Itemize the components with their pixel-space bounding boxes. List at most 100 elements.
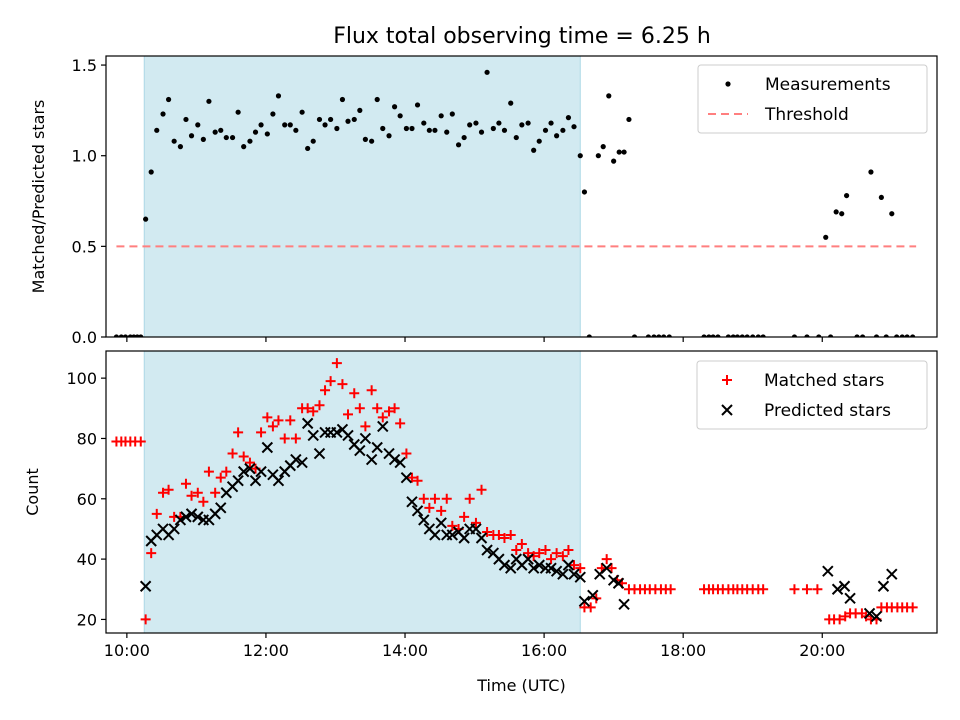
measurement-point [542,127,549,133]
measurement-point [883,334,889,337]
measurement-point [490,125,496,132]
measurement-point [496,120,502,126]
matched-star-point [372,403,383,414]
matched-star-point [210,487,221,498]
matched-star-point [482,526,493,537]
measurement-point [484,69,490,75]
matched-star-point [377,412,388,423]
measurement-point [843,192,850,199]
measurement-point [701,334,707,337]
matched-star-point [606,563,617,574]
matched-star-point [302,403,313,414]
y-tick-label: 0.0 [72,328,97,347]
matched-star-point [464,493,475,504]
predicted-star-point [139,580,152,592]
measurement-point [305,145,311,152]
measurement-point [581,189,588,195]
measurement-point [833,209,839,215]
legend-measurement-swatch [725,81,731,87]
measurement-point [804,334,810,337]
matched-star-point [238,451,249,462]
x-tick-label: 18:00 [660,641,706,660]
matched-star-point [290,433,301,444]
measurement-point [247,138,253,144]
matched-star-point [151,508,162,519]
measurement-point [565,115,572,121]
predicted-star-point [185,508,198,520]
matched-star-point [418,493,429,504]
measurement-point [357,107,363,113]
legend-label: Measurements [765,75,891,95]
predicted-star-point [498,559,511,571]
legend-box [696,360,928,430]
measurement-point [878,194,884,201]
matched-star-point [907,602,918,613]
matched-star-point [267,421,278,432]
measurement-point [252,129,259,135]
predicted-star-point [400,471,413,484]
measurement-point [621,149,627,155]
predicted-star-point [342,429,354,442]
matched-star-point [203,466,214,477]
y-tick-label: 20 [77,610,97,629]
plot-area [113,69,917,337]
matched-star-point [436,505,447,516]
matched-star-point [349,388,360,399]
measurement-point [513,134,519,141]
predicted-star-point [255,465,267,478]
x-axis-label: Time (UTC) [476,676,565,695]
matched-star-point [546,554,557,565]
measurement-point [444,129,450,135]
matched-star-point [337,379,348,390]
measurement-point [531,147,537,153]
measurement-point [409,125,415,132]
measurement-point [113,334,120,337]
predicted-star-point [578,595,591,608]
measurement-point [706,334,712,337]
measurement-point [138,334,144,337]
predicted-star-point [600,562,613,574]
panel-2: 10:00 12:00 14:00 16:00 18:00 20:00 20 40 60 80 10… [23,350,938,695]
predicted-star-point [545,562,557,574]
legend-label: Predicted stars [764,401,891,421]
matched-star-point [789,584,800,595]
measurement-point [183,116,189,123]
measurement-point [386,133,392,139]
y-axis-label: Matched/Predicted stars [29,100,48,294]
predicted-star-point [237,465,250,478]
matched-star-point [406,472,417,483]
measurement-point [571,124,577,130]
matched-star-point [285,415,296,426]
measurement-point [334,125,340,132]
measurement-point [345,118,351,124]
measurement-point [328,116,334,123]
measurement-point [710,334,716,337]
matched-star-point [812,584,823,595]
measurement-point [873,334,880,337]
chart-title: Flux total observing time = 6.25 h [333,24,711,49]
matched-star-point [447,520,458,531]
measurement-point [316,116,323,123]
matched-star-point [569,560,580,571]
measurement-point [616,149,622,155]
measurement-point [548,120,554,126]
measurement-point [160,111,166,117]
predicted-star-point [180,511,192,523]
predicted-star-point [365,453,378,466]
legend: Measurements Threshold [697,64,928,134]
measurement-point [666,334,672,337]
matched-star-point [215,472,226,483]
matched-star-point [384,406,395,417]
predicted-star-point [388,453,401,466]
matched-star-point [354,403,365,414]
predicted-star-point [522,553,534,565]
predicted-star-point [844,592,856,605]
measurement-point [600,144,606,150]
measurement-point [715,334,721,337]
matched-star-point [476,484,487,495]
measurement-point [287,122,293,128]
measurement-point [725,334,731,337]
measurement-point [275,93,282,99]
predicted-star-point [587,589,599,602]
matched-star-point [563,545,574,556]
